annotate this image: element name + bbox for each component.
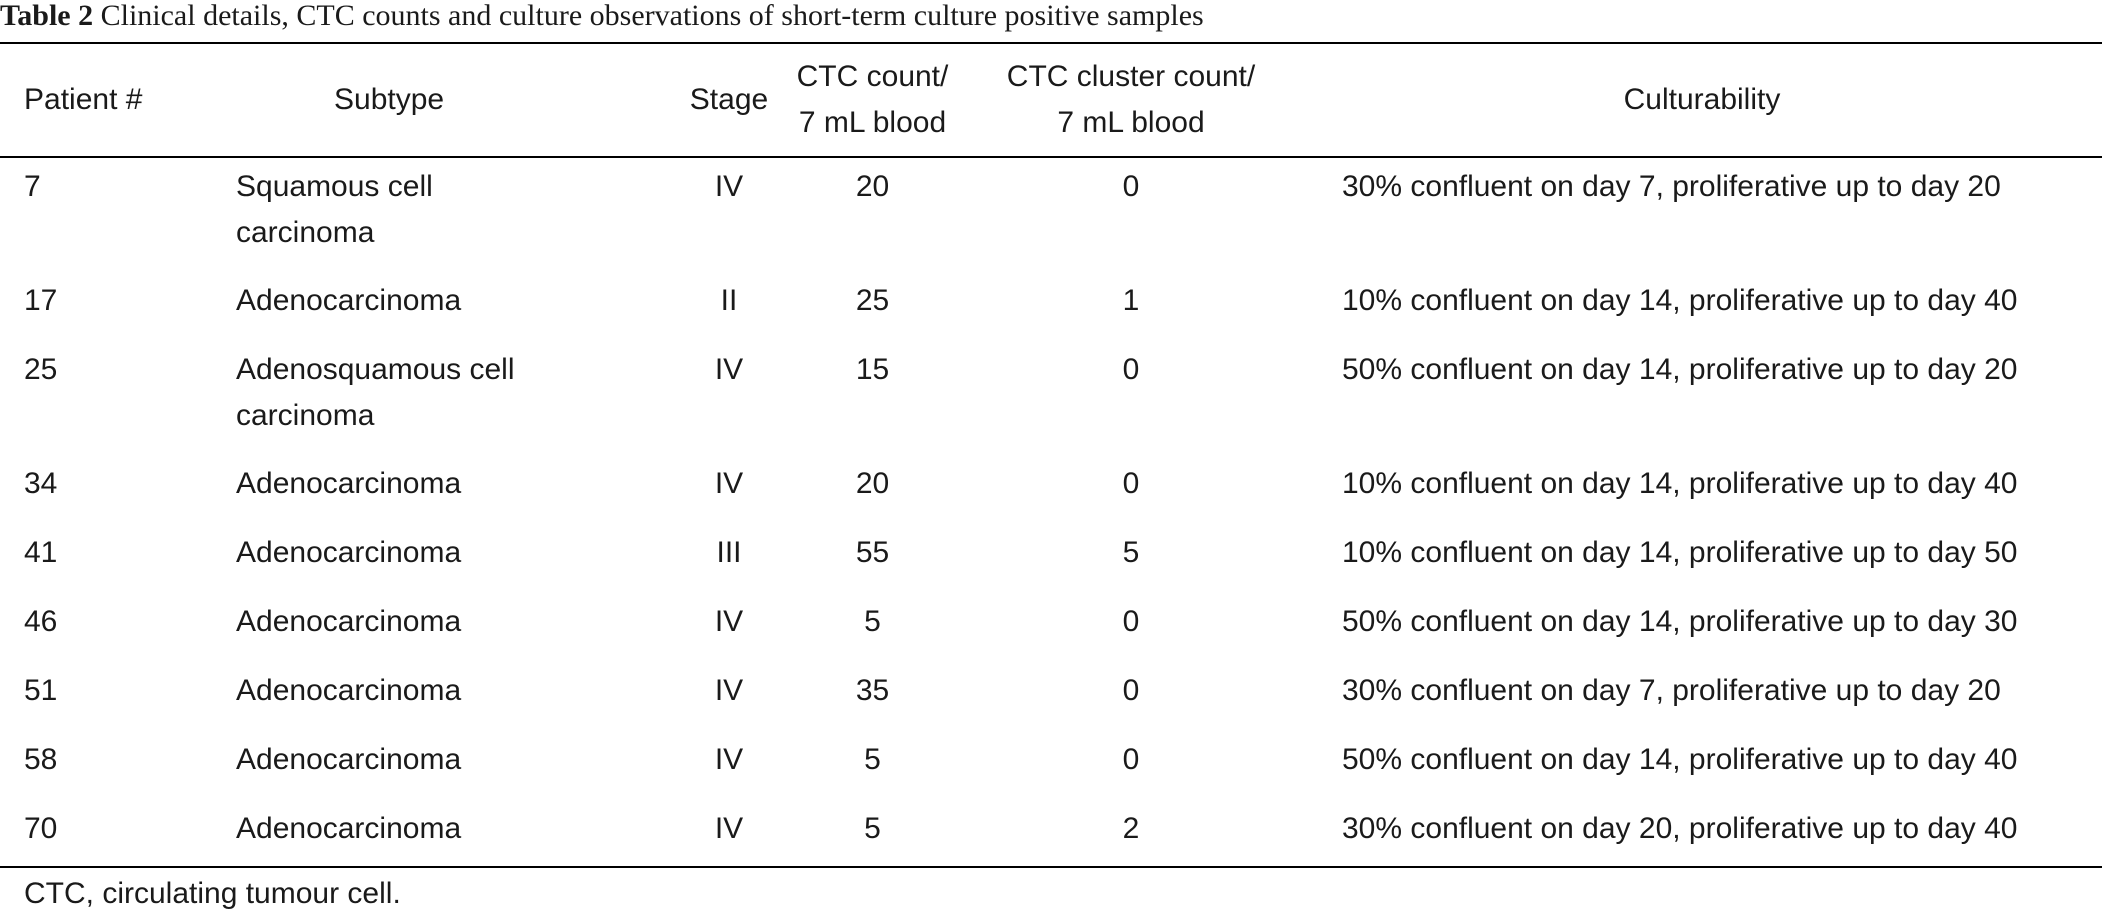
cell-culturability: 50% confluent on day 14, proliferative u… xyxy=(1342,743,2018,776)
cell-stage: IV xyxy=(714,674,744,707)
table-row: 46 Adenocarcinoma IV 5 0 50% confluent o… xyxy=(0,591,2102,660)
cell-subtype: Adenocarcinoma xyxy=(236,536,462,569)
cell-subtype: Adenocarcinoma xyxy=(236,812,462,845)
cell-ctc-count: 5 xyxy=(864,743,881,776)
header-cluster-count-line-1: CTC cluster count/ xyxy=(1006,60,1256,93)
table-caption-label: Table 2 xyxy=(0,0,94,32)
cell-ctc-count: 5 xyxy=(864,605,881,638)
table-caption: Table 2 Clinical details, CTC counts and… xyxy=(0,0,2102,40)
cell-culturability: 50% confluent on day 14, proliferative u… xyxy=(1342,353,2018,386)
cell-culturability: 10% confluent on day 14, proliferative u… xyxy=(1342,536,2018,569)
cell-stage: III xyxy=(716,536,742,569)
cell-culturability: 10% confluent on day 14, proliferative u… xyxy=(1342,284,2018,317)
cell-subtype: Adenocarcinoma xyxy=(236,674,462,707)
cell-subtype: Adenosquamous cell carcinoma xyxy=(236,339,673,453)
cell-cluster-count: 0 xyxy=(1122,743,1140,776)
table-row: 25 Adenosquamous cell carcinoma IV 15 0 … xyxy=(0,339,2102,453)
cell-ctc-count: 5 xyxy=(864,812,881,845)
cell-subtype-line-2: carcinoma xyxy=(236,399,375,432)
table-row: 70 Adenocarcinoma IV 5 2 30% confluent o… xyxy=(0,798,2102,867)
cell-cluster-count: 0 xyxy=(1122,170,1140,203)
cell-ctc-count: 20 xyxy=(855,467,890,500)
cell-stage: IV xyxy=(714,170,744,203)
table-row: 41 Adenocarcinoma III 55 5 10% confluent… xyxy=(0,522,2102,591)
table-row: 58 Adenocarcinoma IV 5 0 50% confluent o… xyxy=(0,729,2102,798)
cell-subtype-line-2: carcinoma xyxy=(236,216,375,249)
cell-stage: IV xyxy=(714,743,744,776)
header-stage: Stage xyxy=(689,83,769,116)
cell-culturability: 50% confluent on day 14, proliferative u… xyxy=(1342,605,2018,638)
header-patient: Patient # xyxy=(24,83,143,116)
header-subtype: Subtype xyxy=(334,83,445,116)
cell-ctc-count: 55 xyxy=(855,536,890,569)
cell-cluster-count: 0 xyxy=(1122,605,1140,638)
cell-subtype: Adenocarcinoma xyxy=(236,467,462,500)
cell-patient: 17 xyxy=(24,284,58,317)
cell-subtype-line-1: Adenosquamous cell xyxy=(236,353,515,386)
header-cluster-count: CTC cluster count/ 7 mL blood xyxy=(960,44,1302,156)
table-header-rule xyxy=(0,156,2102,158)
cell-cluster-count: 1 xyxy=(1122,284,1140,317)
cell-patient: 7 xyxy=(24,170,41,203)
cell-ctc-count: 20 xyxy=(855,170,890,203)
table-footnote: CTC, circulating tumour cell. xyxy=(24,877,401,910)
cell-patient: 25 xyxy=(24,353,58,386)
cell-ctc-count: 35 xyxy=(855,674,890,707)
cell-stage: IV xyxy=(714,353,744,386)
header-cluster-count-line-2: 7 mL blood xyxy=(1057,106,1205,139)
cell-stage: IV xyxy=(714,605,744,638)
cell-cluster-count: 0 xyxy=(1122,467,1140,500)
cell-subtype: Adenocarcinoma xyxy=(236,743,462,776)
cell-cluster-count: 2 xyxy=(1122,812,1140,845)
cell-cluster-count: 0 xyxy=(1122,674,1140,707)
header-ctc-count-line-1: CTC count/ xyxy=(796,60,949,93)
cell-cluster-count: 5 xyxy=(1122,536,1140,569)
cell-cluster-count: 0 xyxy=(1122,353,1140,386)
cell-stage: IV xyxy=(714,812,744,845)
cell-stage: II xyxy=(720,284,738,317)
table-top-rule xyxy=(0,42,2102,44)
table-row: 51 Adenocarcinoma IV 35 0 30% confluent … xyxy=(0,660,2102,729)
cell-stage: IV xyxy=(714,467,744,500)
header-ctc-count-line-2: 7 mL blood xyxy=(798,106,947,139)
cell-ctc-count: 15 xyxy=(855,353,890,386)
table-row: 7 Squamous cell carcinoma IV 20 0 30% co… xyxy=(0,156,2102,270)
cell-subtype: Squamous cell carcinoma xyxy=(236,156,673,270)
cell-culturability: 30% confluent on day 20, proliferative u… xyxy=(1342,812,2018,845)
cell-subtype: Adenocarcinoma xyxy=(236,605,462,638)
table-row: 34 Adenocarcinoma IV 20 0 10% confluent … xyxy=(0,453,2102,522)
cell-patient: 41 xyxy=(24,536,58,569)
cell-ctc-count: 25 xyxy=(855,284,890,317)
cell-patient: 58 xyxy=(24,743,58,776)
cell-culturability: 30% confluent on day 7, proliferative up… xyxy=(1342,170,2001,203)
table-bottom-rule xyxy=(0,866,2102,868)
header-ctc-count: CTC count/ 7 mL blood xyxy=(785,44,960,156)
data-table: Patient # Subtype Stage CTC count/ 7 mL … xyxy=(0,44,2102,867)
table-caption-text: Clinical details, CTC counts and culture… xyxy=(100,0,1204,32)
cell-patient: 34 xyxy=(24,467,58,500)
cell-subtype: Adenocarcinoma xyxy=(236,284,462,317)
cell-patient: 46 xyxy=(24,605,58,638)
header-row: Patient # Subtype Stage CTC count/ 7 mL … xyxy=(0,44,2102,156)
cell-patient: 51 xyxy=(24,674,58,707)
cell-subtype-line-1: Squamous cell xyxy=(236,170,433,203)
header-culturability: Culturability xyxy=(1623,83,1781,116)
table-row: 17 Adenocarcinoma II 25 1 10% confluent … xyxy=(0,270,2102,339)
cell-patient: 70 xyxy=(24,812,58,845)
cell-culturability: 10% confluent on day 14, proliferative u… xyxy=(1342,467,2018,500)
cell-culturability: 30% confluent on day 7, proliferative up… xyxy=(1342,674,2001,707)
